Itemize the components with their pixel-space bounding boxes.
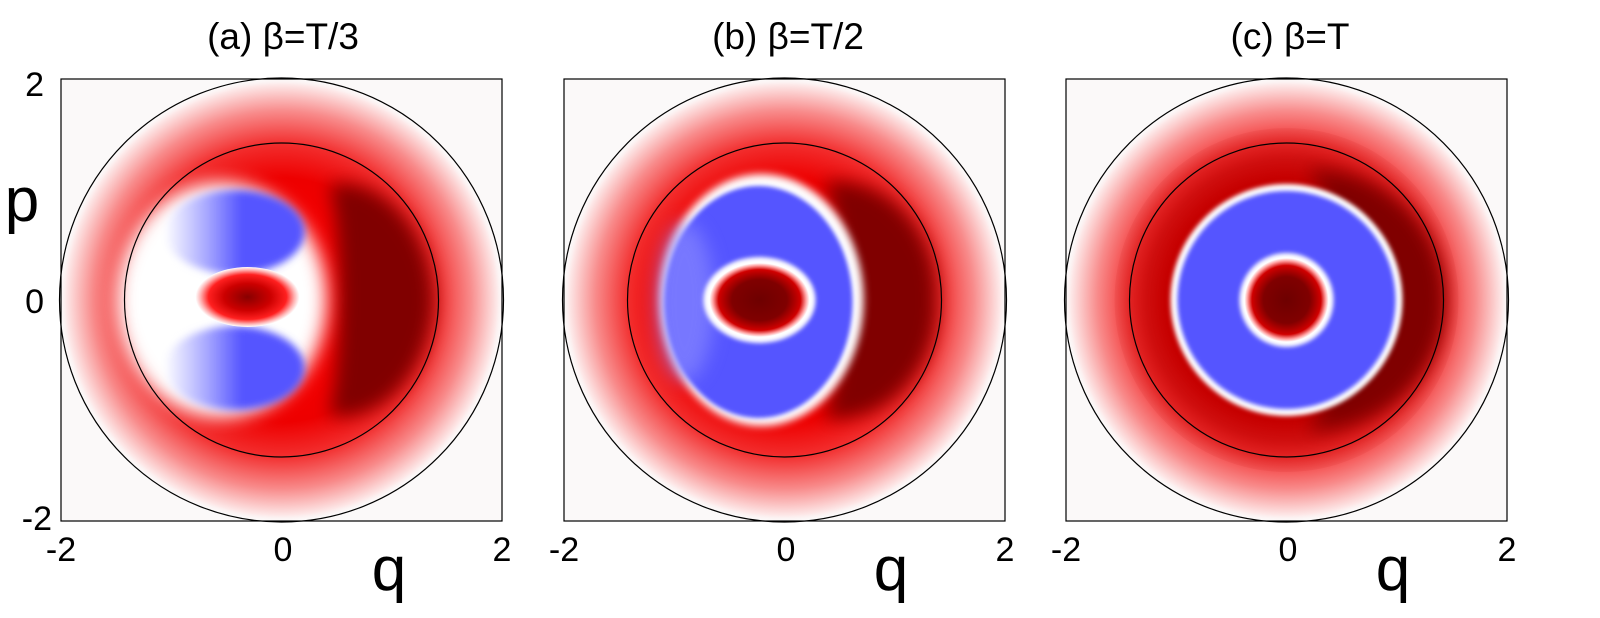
- y-axis-label-a: p: [5, 166, 39, 235]
- x-tick-0-c: 0: [1279, 531, 1298, 569]
- reference-circle-outer-a: [58, 77, 505, 523]
- panel-b: (b) β=T/2 -2 0 2 q: [549, 16, 1015, 604]
- x-axis-label-a: q: [372, 535, 406, 604]
- reference-circle-outer-b: [561, 77, 1008, 523]
- x-tick-0-b: 0: [777, 531, 796, 569]
- y-tick-2-a: 2: [25, 66, 44, 104]
- plot-frame-b: [563, 78, 1006, 522]
- y-tick-neg2-a: -2: [22, 500, 52, 538]
- x-tick-2-c: 2: [1498, 531, 1517, 569]
- reference-circle-inner-b: [626, 142, 943, 458]
- heatmap-b: [564, 79, 1005, 521]
- x-tick-neg2-a: -2: [46, 531, 76, 569]
- x-axis-label-c: q: [1376, 535, 1410, 604]
- plot-frame-a: [60, 78, 503, 522]
- plot-frame-c: [1065, 78, 1508, 522]
- panel-c: (c) β=T -2 0 2 q: [1051, 16, 1517, 604]
- reference-circle-inner-a: [123, 142, 440, 458]
- panel-title-b: (b) β=T/2: [712, 16, 864, 57]
- heatmap-c: [1066, 79, 1507, 521]
- heatmap-a: [61, 79, 502, 521]
- x-axis-label-b: q: [874, 535, 908, 604]
- panel-title-a: (a) β=T/3: [207, 16, 359, 57]
- x-tick-0-a: 0: [274, 531, 293, 569]
- x-tick-neg2-b: -2: [549, 531, 579, 569]
- x-tick-2-a: 2: [493, 531, 512, 569]
- x-tick-neg2-c: -2: [1051, 531, 1081, 569]
- x-tick-2-b: 2: [996, 531, 1015, 569]
- reference-circle-inner-c: [1128, 142, 1445, 458]
- y-tick-0-a: 0: [25, 283, 44, 321]
- panel-a: (a) β=T/3 2 0 -2 p -2 0 2 q: [5, 16, 512, 604]
- panel-title-c: (c) β=T: [1231, 16, 1350, 57]
- reference-circle-outer-c: [1063, 77, 1510, 523]
